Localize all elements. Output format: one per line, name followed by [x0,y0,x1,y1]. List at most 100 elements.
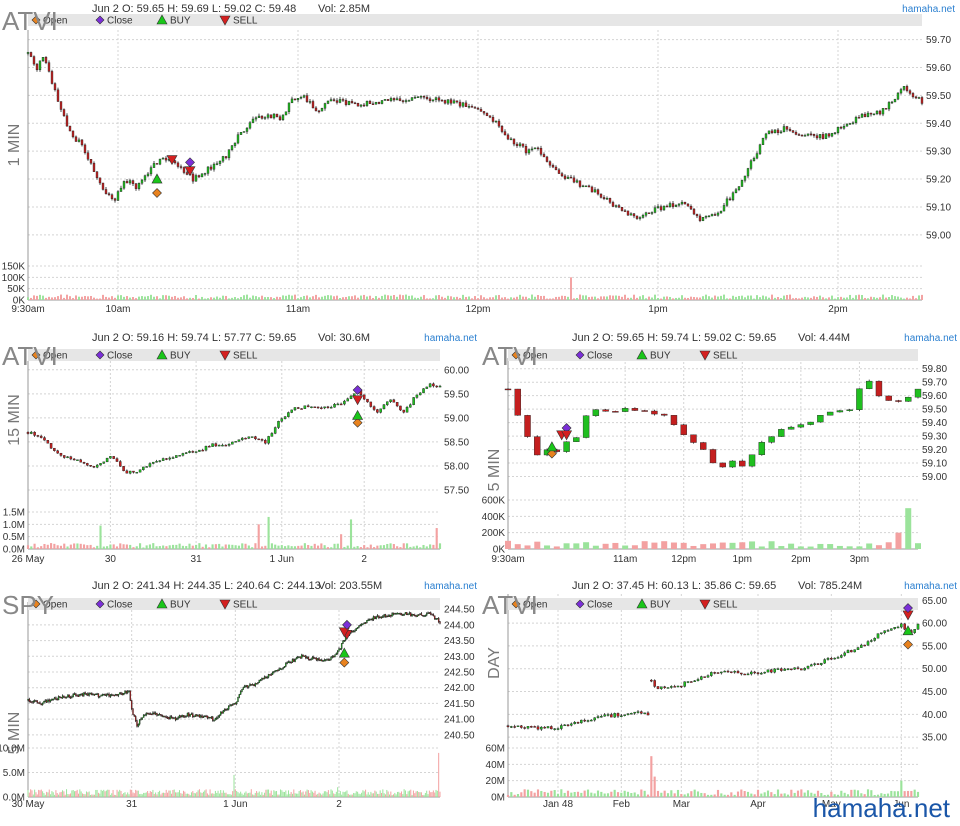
volume-bar [897,296,899,300]
candle-body [692,208,696,215]
volume-bar [51,297,53,300]
candle-body [234,441,237,443]
candle-body [573,722,576,725]
volume-bar [369,295,371,300]
candle-body [455,100,459,103]
brand-link[interactable]: hamaha.net [904,581,957,592]
candle-body [287,412,290,417]
volume-bar [405,543,409,549]
volume-bar [622,545,629,549]
volume-bar [241,543,244,549]
candle-body [50,71,54,84]
volume-bar [407,791,409,797]
candle-body [95,171,99,179]
volume-bar [513,297,515,300]
brand-link[interactable]: hamaha.net [902,4,955,15]
legend-close: Close [587,351,613,362]
volume-bar [385,794,387,797]
volume-bar [135,546,138,549]
candle-body [424,614,427,617]
volume-bar [626,791,630,797]
candle-body [320,407,323,409]
candle-body [208,445,211,448]
candle-body [336,651,339,654]
candle-body [72,693,74,697]
volume-bar [419,792,421,797]
candle-body [539,148,543,155]
candle-body [79,459,82,463]
volume-bar [324,295,326,300]
candle-body [37,702,40,704]
volume-bar [40,789,42,797]
volume-bar [81,296,83,300]
vol-tick-label: 0K [493,545,506,556]
candle-body [240,437,244,440]
brand-link[interactable]: hamaha.net [904,333,957,344]
volume-bar [72,790,74,797]
candle-body [403,613,405,616]
volume-bar [252,794,254,797]
volume-bar [534,541,541,549]
volume-bar [72,298,74,300]
candle-body [409,404,412,408]
volume-bar [477,298,479,300]
volume-bar [258,791,260,797]
candle-body [706,675,710,678]
candle-body [506,134,510,140]
ohlc-info: Jun 2 O: 59.65 H: 59.69 L: 59.02 C: 59.4… [92,3,296,15]
brand-link[interactable]: hamaha.net [424,581,477,592]
volume-bar [770,792,773,797]
candle-body [467,106,471,108]
watermark-logo[interactable]: hamaha.net [812,793,950,823]
brand-link[interactable]: hamaha.net [424,333,477,344]
vol-tick-label: 600K [482,496,506,507]
volume-bar [376,545,379,549]
candle-body [807,421,814,425]
candle-body [197,175,201,178]
volume-bar [281,790,283,797]
volume-bar [145,792,147,797]
volume-bar [231,544,234,549]
volume-bar [750,793,753,797]
volume-bar [630,793,633,797]
candle-body [729,460,736,468]
volume-bar [495,295,497,300]
volume-bar [833,794,836,797]
candle-body [726,670,730,673]
volume-bar [153,296,155,300]
volume-bar [276,296,278,300]
volume-bar [603,793,606,797]
volume-bar [334,794,336,797]
volume-bar [746,791,750,797]
candle-body [318,658,320,661]
candle-body [379,616,381,619]
volume-bar [349,794,351,797]
candle-body [830,658,833,660]
candle-body [817,415,824,423]
candle-body [26,432,30,434]
volume-bar [100,789,102,797]
candle-body [392,98,396,101]
candle-body [551,165,555,168]
volume-bar [305,791,307,797]
volume-bar [743,791,746,797]
candle-body [660,686,663,689]
candle-body [663,686,666,688]
y-tick-label: 60.00 [444,365,469,376]
candle-body [273,671,275,673]
candle-body [154,712,157,715]
volume-bar [148,544,152,549]
volume-bar [875,545,882,549]
candle-body [170,716,173,718]
candle-body [237,439,241,442]
candle-body [179,166,183,168]
candle-body [145,712,147,716]
candle-body [752,157,756,161]
volume-bar [331,790,333,797]
candle-body [359,624,361,627]
volume-bar [132,296,134,300]
candle-body [410,612,412,617]
vol-tick-label: 1.0M [3,520,25,531]
volume-bar [876,794,880,797]
candle-body [30,431,33,434]
